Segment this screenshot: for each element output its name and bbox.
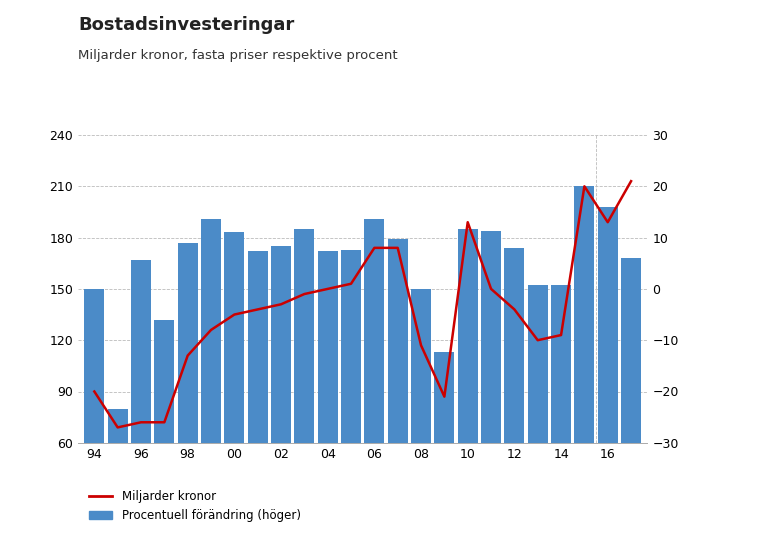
Bar — [317, 251, 338, 540]
Bar — [575, 186, 594, 540]
Bar — [364, 219, 385, 540]
Bar — [505, 248, 524, 540]
Bar — [178, 242, 197, 540]
Bar — [528, 286, 548, 540]
Bar — [341, 249, 361, 540]
Bar — [225, 232, 244, 540]
Bar — [411, 289, 431, 540]
Bar — [84, 289, 105, 540]
Text: Miljarder kronor, fasta priser respektive procent: Miljarder kronor, fasta priser respektiv… — [78, 49, 398, 62]
Text: Bostadsinvesteringar: Bostadsinvesteringar — [78, 16, 294, 34]
Bar — [458, 229, 477, 540]
Bar — [108, 409, 128, 540]
Bar — [154, 320, 174, 540]
Legend: Miljarder kronor, Procentuell förändring (höger): Miljarder kronor, Procentuell förändring… — [84, 485, 306, 527]
Bar — [434, 352, 454, 540]
Bar — [388, 239, 408, 540]
Bar — [481, 231, 501, 540]
Bar — [271, 246, 291, 540]
Bar — [597, 207, 618, 540]
Bar — [248, 251, 268, 540]
Bar — [621, 258, 641, 540]
Bar — [131, 260, 151, 540]
Bar — [201, 219, 221, 540]
Bar — [551, 286, 571, 540]
Bar — [294, 229, 314, 540]
